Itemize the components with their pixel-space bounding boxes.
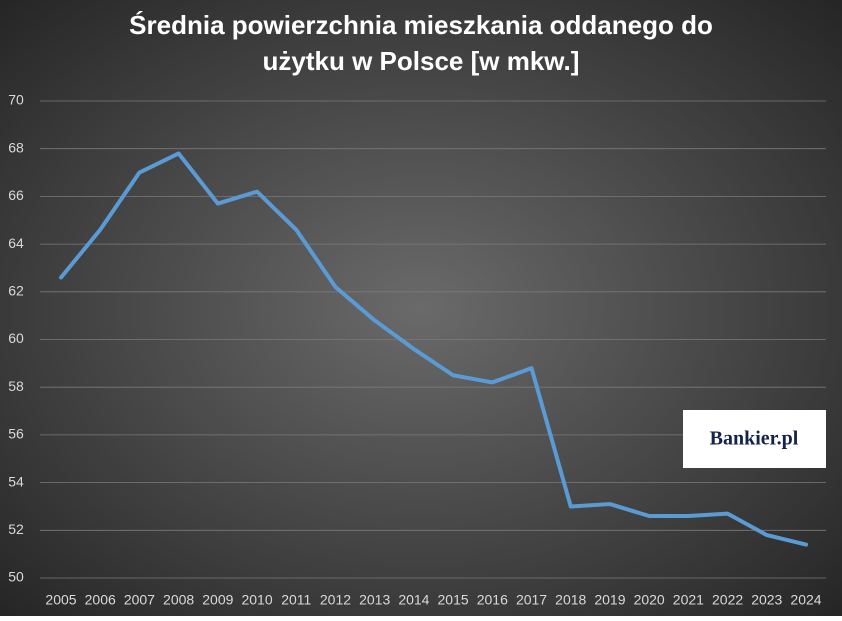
x-tick-label: 2014 [398,592,429,608]
y-tick-label: 64 [8,235,24,251]
x-tick-label: 2019 [594,592,625,608]
y-tick-label: 68 [8,139,24,155]
x-tick-label: 2009 [202,592,233,608]
x-tick-label: 2022 [712,592,743,608]
x-tick-label: 2015 [438,592,469,608]
x-tick-label: 2018 [555,592,586,608]
x-tick-label: 2021 [673,592,704,608]
x-tick-label: 2017 [516,592,547,608]
x-tick-label: 2016 [477,592,508,608]
x-tick-label: 2024 [790,592,821,608]
chart-title: użytku w Polsce [w mkw.] [263,46,580,76]
x-tick-label: 2007 [124,592,155,608]
y-tick-label: 52 [8,521,24,537]
data-line [59,151,808,547]
y-tick-label: 50 [8,569,24,585]
y-tick-label: 60 [8,330,24,346]
y-tick-label: 54 [8,473,24,489]
y-tick-label: 70 [8,92,24,108]
y-tick-label: 58 [8,378,24,394]
watermark-box [683,410,826,468]
x-tick-label: 2011 [281,592,311,608]
x-tick-label: 2005 [45,592,76,608]
y-tick-label: 66 [8,187,24,203]
x-tick-label: 2010 [241,592,272,608]
x-tick-label: 2013 [359,592,390,608]
x-tick-label: 2020 [634,592,665,608]
y-tick-label: 56 [8,426,24,442]
y-tick-label: 62 [8,283,24,299]
watermark: Bankier.pl [710,428,799,450]
chart-title: Średnia powierzchnia mieszkania oddanego… [129,10,713,40]
x-tick-label: 2023 [751,592,782,608]
x-tick-label: 2006 [85,592,116,608]
x-tick-label: 2008 [163,592,194,608]
x-tick-label: 2012 [320,592,351,608]
